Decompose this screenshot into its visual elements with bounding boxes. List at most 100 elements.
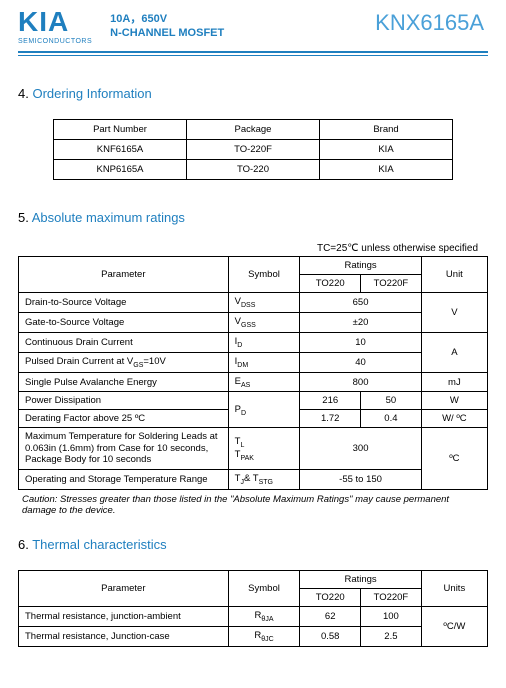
section-5-title: 5. Absolute maximum ratings: [18, 210, 506, 225]
param: Operating and Storage Temperature Range: [19, 469, 229, 489]
table-row: KNP6165A TO-220 KIA: [54, 160, 453, 180]
value: 10: [300, 332, 421, 352]
tc-note: TC=25℃ unless otherwise specified: [0, 243, 478, 254]
logo-text: KIA: [18, 8, 92, 36]
spec-line-1: 10A，650V: [110, 12, 224, 26]
unit: mJ: [421, 372, 487, 392]
value: 0.4: [361, 410, 422, 428]
cell: TO-220: [187, 160, 320, 180]
table-row: Pulsed Drain Current at VGS=10V IDM 40: [19, 352, 488, 372]
col-symbol: Symbol: [228, 571, 300, 607]
amr-table: Parameter Symbol Ratings Unit TO220 TO22…: [18, 256, 488, 490]
table-row: Thermal resistance, Junction-case RθJC 0…: [19, 627, 488, 647]
table-row: Maximum Temperature for Soldering Leads …: [19, 428, 488, 469]
unit: ºC/W: [421, 607, 487, 647]
value: 650: [300, 293, 421, 313]
symbol: ID: [228, 332, 300, 352]
param: Maximum Temperature for Soldering Leads …: [19, 428, 229, 469]
value: 2.5: [361, 627, 422, 647]
table-row: Power Dissipation PD 216 50 W: [19, 392, 488, 410]
table-row: Single Pulse Avalanche Energy EAS 800 mJ: [19, 372, 488, 392]
section-4-title: 4. Ordering Information: [18, 86, 506, 101]
symbol: VGSS: [228, 312, 300, 332]
unit: W/ ºC: [421, 410, 487, 428]
col-to220: TO220: [300, 275, 361, 293]
value: ±20: [300, 312, 421, 332]
symbol: TLTPAK: [228, 428, 300, 469]
symbol: RθJC: [228, 627, 300, 647]
param: Continuous Drain Current: [19, 332, 229, 352]
col-unit: Unit: [421, 257, 487, 293]
unit: W: [421, 392, 487, 410]
value: -55 to 150: [300, 469, 421, 489]
value: 100: [361, 607, 422, 627]
unit: ºC: [421, 428, 487, 489]
cell: KNP6165A: [54, 160, 187, 180]
symbol: IDM: [228, 352, 300, 372]
description-block: 10A，650V N-CHANNEL MOSFET: [110, 12, 224, 41]
col-parameter: Parameter: [19, 257, 229, 293]
col-brand: Brand: [320, 120, 453, 140]
header-rule-thin: [18, 55, 488, 56]
param: Drain-to-Source Voltage: [19, 293, 229, 313]
header-rule-thick: [18, 51, 488, 53]
table-row: Parameter Symbol Ratings Units: [19, 571, 488, 589]
logo-block: KIA SEMICONDUCTORS: [18, 8, 92, 45]
col-ratings: Ratings: [300, 571, 421, 589]
col-ratings: Ratings: [300, 257, 421, 275]
col-package: Package: [187, 120, 320, 140]
value: 40: [300, 352, 421, 372]
symbol: VDSS: [228, 293, 300, 313]
value: 216: [300, 392, 361, 410]
value: 800: [300, 372, 421, 392]
section-5-text: Absolute maximum ratings: [32, 210, 185, 225]
col-to220: TO220: [300, 589, 361, 607]
col-symbol: Symbol: [228, 257, 300, 293]
col-to220f: TO220F: [361, 275, 422, 293]
col-parameter: Parameter: [19, 571, 229, 607]
table-row: Part Number Package Brand: [54, 120, 453, 140]
value: 50: [361, 392, 422, 410]
col-units: Units: [421, 571, 487, 607]
unit: A: [421, 332, 487, 372]
cell: KIA: [320, 160, 453, 180]
symbol: PD: [228, 392, 300, 428]
section-4-text: Ordering Information: [32, 86, 151, 101]
param: Thermal resistance, Junction-case: [19, 627, 229, 647]
section-5-num: 5.: [18, 210, 29, 225]
value: 300: [300, 428, 421, 469]
spec-line-2: N-CHANNEL MOSFET: [110, 26, 224, 40]
table-row: Parameter Symbol Ratings Unit: [19, 257, 488, 275]
value: 62: [300, 607, 361, 627]
thermal-table: Parameter Symbol Ratings Units TO220 TO2…: [18, 570, 488, 647]
table-row: Drain-to-Source Voltage VDSS 650 V: [19, 293, 488, 313]
cell: KNF6165A: [54, 140, 187, 160]
table-row: Continuous Drain Current ID 10 A: [19, 332, 488, 352]
value: 0.58: [300, 627, 361, 647]
param: Power Dissipation: [19, 392, 229, 410]
doc-header: KIA SEMICONDUCTORS 10A，650V N-CHANNEL MO…: [0, 0, 506, 49]
section-6-num: 6.: [18, 537, 29, 552]
section-4-num: 4.: [18, 86, 29, 101]
logo-subtext: SEMICONDUCTORS: [18, 38, 92, 45]
table-row: Thermal resistance, junction-ambient RθJ…: [19, 607, 488, 627]
part-number: KNX6165A: [375, 10, 484, 36]
param: Thermal resistance, junction-ambient: [19, 607, 229, 627]
ordering-table: Part Number Package Brand KNF6165A TO-22…: [53, 119, 453, 180]
symbol: TJ& TSTG: [228, 469, 300, 489]
table-row: KNF6165A TO-220F KIA: [54, 140, 453, 160]
cell: TO-220F: [187, 140, 320, 160]
param: Derating Factor above 25 ºC: [19, 410, 229, 428]
table-row: Operating and Storage Temperature Range …: [19, 469, 488, 489]
section-6-title: 6. Thermal characteristics: [18, 537, 506, 552]
col-part-number: Part Number: [54, 120, 187, 140]
param: Pulsed Drain Current at VGS=10V: [19, 352, 229, 372]
col-to220f: TO220F: [361, 589, 422, 607]
table-row: Gate-to-Source Voltage VGSS ±20: [19, 312, 488, 332]
param: Gate-to-Source Voltage: [19, 312, 229, 332]
caution-note: Caution: Stresses greater than those lis…: [22, 494, 484, 518]
symbol: EAS: [228, 372, 300, 392]
section-6-text: Thermal characteristics: [32, 537, 166, 552]
cell: KIA: [320, 140, 453, 160]
symbol: RθJA: [228, 607, 300, 627]
